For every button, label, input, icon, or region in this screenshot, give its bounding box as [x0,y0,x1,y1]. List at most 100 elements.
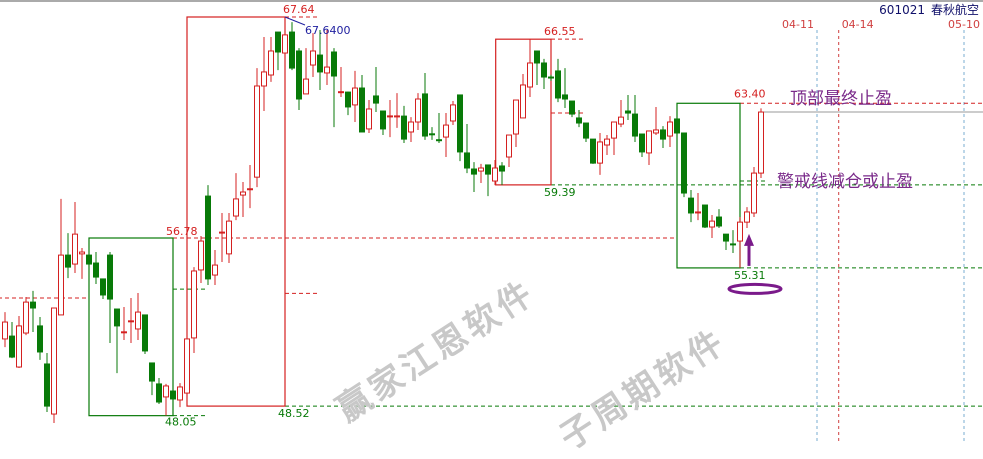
candle [394,93,400,128]
candle [345,91,351,116]
candle [324,30,330,85]
candle [709,215,715,239]
candle-body [583,122,589,139]
candle [471,162,477,193]
candle [485,164,491,197]
candle [163,383,169,416]
candle-body [93,262,99,278]
candle-body [345,91,351,108]
candle-body [548,76,554,79]
candle [737,217,743,268]
candle [576,109,582,128]
candle-body [86,254,92,265]
candle [499,162,505,186]
candle-body [457,94,463,153]
candle-body [450,104,456,122]
candle [527,39,533,97]
candle [303,48,309,95]
candle [604,135,610,155]
candle [555,58,561,103]
candle [429,127,435,140]
candle-body [541,62,547,78]
candle [170,387,176,404]
candle-body [555,70,561,99]
candle-body [233,198,239,217]
candle-body [310,50,316,66]
price-label: 55.31 [734,269,766,282]
candle [716,209,722,229]
candle-body [597,141,603,164]
candle [674,118,680,134]
arrow-head-icon [744,233,754,246]
candle [289,22,295,71]
candle [681,132,687,198]
price-levels [0,16,983,417]
candle [107,252,113,344]
candle [240,182,246,218]
candle-body [254,85,260,178]
candle-body [499,165,505,172]
candle [58,198,64,316]
candle-body [660,129,666,140]
candle [653,106,659,136]
candle-body [527,62,533,88]
candle-body [429,133,435,136]
candle-body [282,34,288,54]
candle-body [471,168,477,175]
candle-body [324,66,330,74]
candle [450,101,456,126]
candle-body [205,195,211,280]
price-label: 63.40 [734,87,766,100]
candle-body [492,167,498,182]
candle-body [723,233,729,242]
candle [156,378,162,405]
candle-body [695,211,701,214]
candle [254,68,260,188]
candle [128,298,134,344]
candle [744,207,750,229]
candle-body [163,385,169,398]
candle [338,67,344,97]
candle [86,254,92,265]
candle-body [478,167,484,172]
candle-body [562,94,568,100]
candle-body [268,50,274,76]
candle-body [184,338,190,394]
candle [464,124,470,174]
price-label: 67.6400 [305,24,351,37]
candle-body [590,138,596,164]
candle-body [51,307,57,415]
candle [758,108,764,178]
candle [730,230,736,254]
candlestick-chart: 04-11 04-14 05-10 67.64 67.6400 56.78 48.05 48… [0,0,983,442]
candle [100,278,106,300]
range-box [676,102,741,269]
candle [177,383,183,408]
candle [478,163,484,184]
candle [548,74,554,81]
price-labels: 67.64 67.6400 56.78 48.05 48.52 66.55 59.39 63.… [165,3,766,429]
candle [422,72,428,140]
candle [443,113,449,158]
candle [569,100,575,118]
candle-body [58,254,64,316]
candle-body [653,129,659,134]
candle [597,132,603,175]
candle-body [65,254,71,268]
candle-body [408,121,414,133]
candle [219,212,225,263]
candle-body [401,115,407,140]
stock-code: 601021 [879,3,925,17]
candle [44,352,50,412]
candle-body [198,240,204,271]
candle [51,307,57,423]
candle-body [415,98,421,123]
candle-body [436,139,442,142]
candle-body [79,251,85,255]
candle-body [317,54,323,73]
candle [282,17,288,54]
candle [646,130,652,165]
candle [618,100,624,128]
candle [135,292,141,340]
candle-body [520,84,526,119]
